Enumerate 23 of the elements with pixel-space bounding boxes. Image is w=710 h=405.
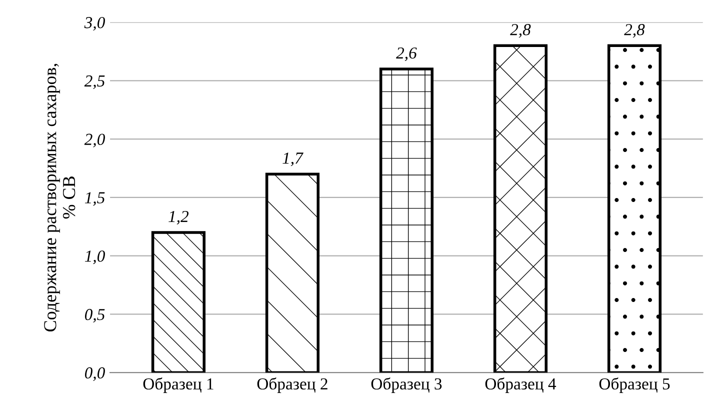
bar (151, 231, 206, 373)
x-tick-label: Образец 4 (485, 377, 556, 393)
bar (379, 68, 434, 373)
bar (265, 172, 320, 373)
data-label: 2,8 (624, 24, 645, 38)
y-tick-label: 0,0 (85, 367, 105, 381)
y-tick-label: 0,5 (85, 308, 105, 323)
y-tick-label: 1,0 (84, 250, 105, 264)
x-tick-label: Образец 3 (371, 377, 442, 393)
y-tick-label: 2,0 (84, 134, 105, 148)
data-label: 2,6 (396, 47, 417, 62)
x-tick-label: Образец 1 (143, 377, 214, 393)
x-tick-label: Образец 5 (599, 377, 670, 393)
bar (607, 44, 662, 373)
data-label: 1,2 (168, 210, 189, 225)
data-label: 1,7 (282, 152, 304, 166)
y-tick-label: 2,5 (84, 75, 105, 90)
x-tick-label: Образец 2 (257, 377, 328, 393)
y-tick-label: 1,5 (84, 192, 105, 206)
y-tick-label: 3,0 (84, 16, 105, 31)
bar (493, 44, 548, 373)
y-axis-title: Содержание растворимых сахаров, % СВ (44, 64, 76, 332)
data-label: 2,8 (510, 24, 531, 38)
